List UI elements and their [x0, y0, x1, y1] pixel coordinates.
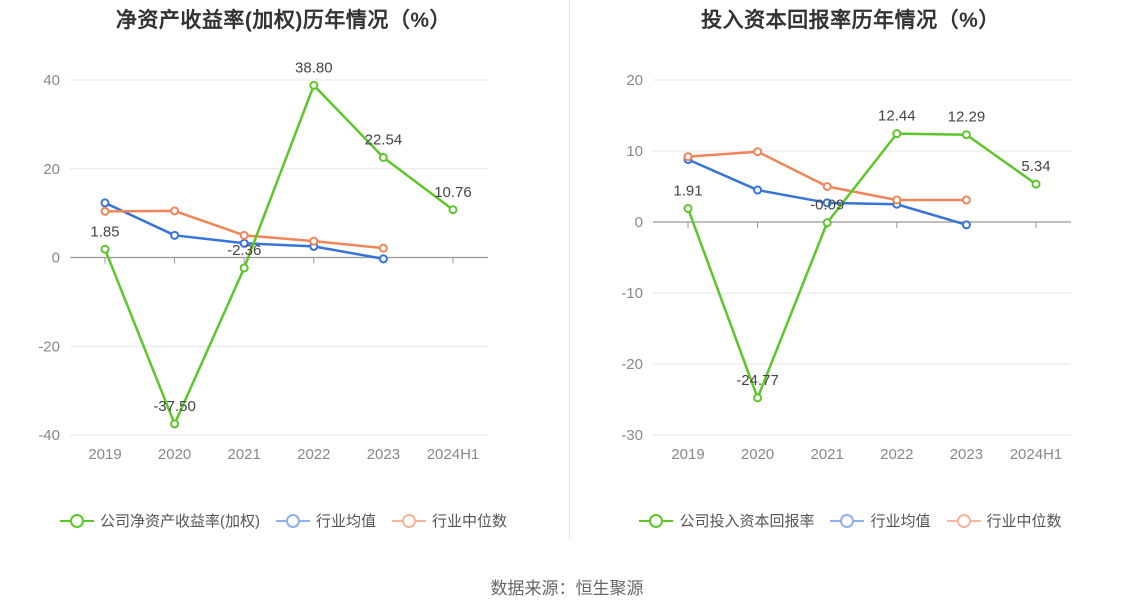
data-point — [822, 198, 832, 208]
data-point — [448, 205, 458, 215]
x-tick-label: 2022 — [297, 446, 330, 463]
roe-legend: 公司净资产收益率(加权) 行业均值 行业中位数 — [0, 510, 567, 531]
data-point — [309, 80, 319, 90]
roic-chart-title: 投入资本回报率历年情况（%） — [701, 9, 1000, 32]
data-label: -24.77 — [736, 372, 779, 389]
legend-marker-blue — [830, 513, 865, 529]
series-line-2 — [687, 150, 967, 202]
data-source-note: 数据来源：恒生聚源 — [490, 579, 644, 598]
data-point — [892, 195, 902, 205]
legend-item-industry-median[interactable]: 行业中位数 — [392, 510, 507, 531]
roic-chart-plot: 20 10 0 -10 -20 -30 2019 2020 2021 2022 2023 2024H1… — [621, 72, 1071, 463]
x-tick-label: 2023 — [950, 446, 983, 463]
y-tick-label: -10 — [621, 285, 643, 302]
y-tick-label: -30 — [621, 427, 643, 444]
data-point — [822, 182, 832, 191]
series-line-0 — [686, 132, 1037, 400]
data-point — [892, 129, 902, 139]
x-tick-label: 2020 — [158, 446, 191, 463]
data-point — [683, 152, 693, 162]
data-point — [170, 419, 180, 429]
legend-item-company-roe[interactable]: 公司净资产收益率(加权) — [59, 510, 260, 531]
y-tick-label: -20 — [621, 356, 643, 373]
data-point — [961, 130, 971, 140]
legend-marker-green — [639, 513, 674, 529]
y-tick-label: 40 — [43, 72, 60, 89]
series-line-0 — [103, 84, 454, 426]
data-point — [100, 206, 110, 216]
legend-item-company-roic[interactable]: 公司投入资本回报率 — [639, 510, 814, 531]
legend-label: 行业均值 — [315, 513, 376, 530]
legend-label: 公司投入资本回报率 — [679, 513, 815, 530]
data-label: 12.44 — [878, 108, 916, 125]
data-point — [961, 220, 971, 230]
x-tick-label: 2021 — [228, 446, 261, 463]
data-label: 1.91 — [673, 182, 702, 199]
data-point — [961, 195, 971, 205]
data-label: -37.50 — [153, 398, 196, 415]
roic-chart-panel: 投入资本回报率历年情况（%） 20 10 0 -10 -20 -30 2019 2020 202… — [567, 0, 1134, 545]
data-point — [239, 230, 249, 240]
x-tick-label: 2023 — [367, 446, 400, 463]
data-point — [753, 393, 763, 403]
data-point — [170, 230, 180, 240]
y-tick-label: 0 — [52, 250, 60, 267]
x-tick-label: 2021 — [811, 446, 844, 463]
roe-chart-panel: 净资产收益率(加权)历年情况（%） 40 20 0 -20 -40 2019 2020 202… — [0, 0, 567, 545]
x-tick-label: 2022 — [880, 446, 913, 463]
roe-chart-title: 净资产收益率(加权)历年情况（%） — [115, 9, 452, 32]
data-point — [822, 218, 832, 228]
legend-marker-orange — [946, 513, 981, 529]
legend-label: 公司净资产收益率(加权) — [99, 513, 260, 530]
data-point — [239, 263, 249, 273]
roe-chart-plot: 40 20 0 -20 -40 2019 2020 2021 2022 2023 2024H1 1.8… — [38, 59, 488, 463]
x-tick-label: 2020 — [741, 446, 774, 463]
data-label: 1.85 — [90, 223, 119, 240]
y-tick-label: 20 — [43, 161, 60, 178]
series-line-1 — [687, 158, 967, 227]
legend-item-industry-median[interactable]: 行业中位数 — [946, 510, 1062, 531]
data-point — [378, 254, 388, 264]
data-point — [378, 152, 388, 162]
legend-label: 行业均值 — [870, 513, 931, 530]
data-label: -0.09 — [810, 197, 844, 214]
data-point — [100, 244, 110, 254]
data-label: 38.80 — [295, 59, 333, 76]
legend-label: 行业中位数 — [986, 513, 1062, 530]
legend-item-industry-mean[interactable]: 行业均值 — [275, 510, 376, 531]
data-point — [378, 243, 388, 253]
y-tick-label: 10 — [626, 143, 643, 160]
x-tick-label: 2024H1 — [427, 446, 480, 463]
data-point — [683, 203, 693, 213]
data-point — [100, 198, 110, 208]
data-label: 5.34 — [1021, 158, 1050, 175]
legend-marker-blue — [275, 513, 310, 529]
data-point — [753, 185, 763, 195]
panel-divider — [569, 0, 570, 540]
y-tick-label: -40 — [38, 427, 60, 444]
legend-item-industry-mean[interactable]: 行业均值 — [830, 510, 931, 531]
x-tick-label: 2024H1 — [1010, 446, 1063, 463]
data-point — [1031, 179, 1041, 189]
x-tick-label: 2019 — [88, 446, 121, 463]
data-point — [309, 236, 319, 246]
x-tick-label: 2019 — [671, 446, 704, 463]
legend-label: 行业中位数 — [432, 513, 508, 530]
data-label: 10.76 — [434, 184, 472, 201]
roic-legend: 公司投入资本回报率 行业均值 行业中位数 — [567, 510, 1134, 531]
data-point — [753, 147, 763, 157]
data-label: -2.36 — [227, 242, 261, 259]
data-point — [170, 206, 180, 216]
data-label: 12.29 — [948, 109, 986, 126]
legend-marker-green — [59, 513, 94, 529]
y-tick-label: -20 — [38, 338, 60, 355]
data-label: 22.54 — [365, 131, 403, 148]
y-tick-label: 0 — [635, 214, 643, 231]
y-tick-label: 20 — [626, 72, 643, 89]
legend-marker-orange — [392, 513, 426, 529]
